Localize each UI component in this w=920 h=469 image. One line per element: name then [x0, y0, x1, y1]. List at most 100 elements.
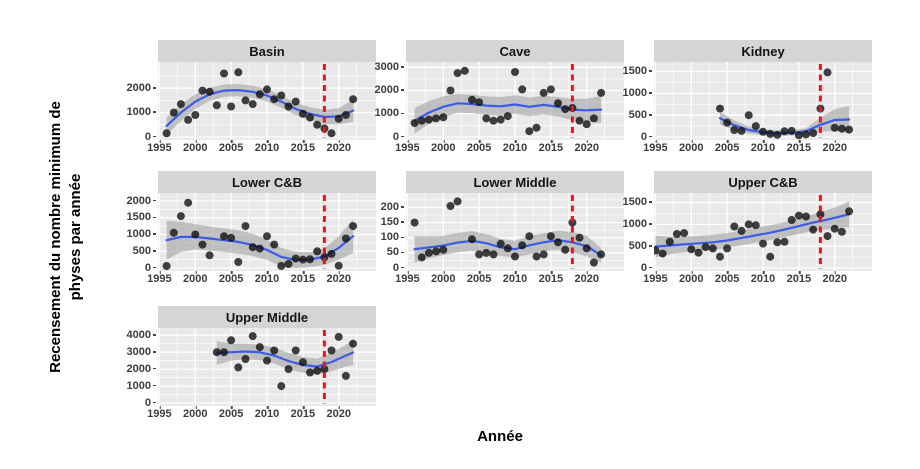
panel-body-lower-c-b: 0 500 1000 1500 2000	[112, 193, 376, 274]
y-tick-label: 0	[641, 131, 652, 143]
data-point	[744, 111, 753, 120]
data-point	[554, 238, 562, 247]
panel-cave: Cave 0 1000 2000 3000 1995 2000 2005 2010 2015 202…	[360, 40, 624, 155]
data-point	[306, 368, 314, 377]
x-tick-label: 2005	[714, 139, 740, 154]
data-point	[241, 222, 250, 231]
x-axis-ticks-basin: 1995 2000 2005 2010 2015 2020	[112, 139, 376, 155]
data-point	[773, 130, 782, 139]
data-point	[212, 101, 221, 110]
plot-area-lower-c-b	[158, 193, 376, 271]
data-point	[220, 348, 228, 357]
data-point	[205, 251, 214, 260]
y-tick-label: 500	[629, 109, 652, 121]
data-point	[248, 100, 257, 109]
panel-body-upper-c-b: 0 500 1000 1500	[608, 193, 872, 274]
data-point	[482, 248, 491, 257]
plot-area-lower-middle	[406, 193, 624, 271]
data-point	[589, 114, 598, 123]
data-point	[708, 244, 717, 253]
data-point	[341, 111, 350, 119]
panel-body-upper-middle: 0 1000 2000 3000 4000	[112, 328, 376, 409]
x-tick-label: 2020	[574, 139, 599, 154]
y-axis-ticks-upper-middle: 0 1000 2000 3000 4000	[112, 328, 158, 409]
data-point	[561, 105, 570, 114]
x-tick-label: 1995	[147, 270, 172, 285]
x-tick-label: 2000	[183, 270, 208, 285]
data-point	[263, 85, 271, 94]
facet-strip-lower-middle: Lower Middle	[406, 171, 624, 193]
x-tick-label: 2005	[466, 270, 492, 285]
data-point	[277, 382, 286, 391]
x-tick-label: 2005	[218, 139, 244, 154]
data-point	[701, 243, 710, 252]
data-point	[270, 240, 279, 249]
data-point	[716, 252, 724, 261]
x-tick-label: 2015	[290, 270, 316, 285]
ci-ribbon	[166, 219, 354, 268]
data-point	[597, 250, 606, 259]
data-point	[845, 207, 854, 216]
data-point	[298, 255, 307, 264]
data-point	[561, 245, 570, 254]
x-axis-ticks-upper-c-b: 1995 2000 2005 2010 2015 2020	[608, 270, 872, 286]
data-point	[291, 97, 300, 106]
data-point	[525, 127, 534, 136]
x-tick-label: 2010	[254, 270, 280, 285]
ci-ribbon	[166, 84, 354, 135]
x-tick-label: 2010	[254, 139, 280, 154]
data-point	[496, 115, 505, 124]
x-tick-label: 2020	[822, 139, 847, 154]
data-point	[489, 250, 498, 259]
x-tick-label: 2000	[679, 139, 704, 154]
y-tick-label: 2000	[375, 84, 404, 96]
data-point	[759, 239, 767, 248]
plot-area-kidney	[654, 62, 872, 140]
panel-basin: Basin 0 1000 2000 1995 2000 2005 2010 2015 2020	[112, 40, 376, 155]
data-point	[794, 211, 803, 220]
smooth-line	[215, 350, 355, 368]
data-point	[694, 248, 703, 257]
data-point	[830, 224, 839, 233]
data-point	[349, 339, 358, 348]
data-point	[794, 131, 803, 140]
x-axis-title: Année	[477, 428, 523, 445]
y-tick-label: 1500	[623, 196, 652, 208]
data-point	[227, 233, 236, 242]
y-tick-label: 500	[629, 240, 652, 252]
panel-lower-middle: Lower Middle 0 50 100 150 200 1995 2000 2005 2010…	[360, 171, 624, 286]
x-tick-label: 2000	[183, 139, 208, 154]
data-point	[672, 230, 681, 238]
data-point	[176, 100, 185, 109]
data-point	[284, 102, 293, 111]
data-point	[220, 69, 228, 78]
data-point	[255, 343, 264, 352]
facet-strip-upper-c-b: Upper C&B	[654, 171, 872, 193]
smooth-line	[654, 213, 851, 248]
data-point	[327, 346, 336, 355]
x-tick-label: 2020	[822, 270, 847, 285]
y-tick-label: 1000	[375, 107, 404, 119]
data-point	[575, 116, 584, 125]
y-tick-label: 4000	[127, 329, 156, 341]
data-point	[349, 95, 358, 104]
y-axis-title: Recensement du nombre minimum de physes p…	[46, 37, 87, 437]
y-tick-label: 1000	[127, 380, 156, 392]
plot-area-upper-c-b	[654, 193, 872, 271]
y-tick-label: 0	[393, 131, 404, 143]
panel-body-lower-middle: 0 50 100 150 200	[360, 193, 624, 274]
data-point	[270, 95, 279, 104]
data-point	[227, 102, 236, 111]
data-point	[816, 210, 825, 219]
data-point	[446, 202, 455, 210]
data-point	[532, 123, 541, 132]
data-point	[320, 365, 329, 374]
x-tick-label: 2015	[290, 139, 316, 154]
y-tick-label: 0	[145, 262, 156, 274]
data-point	[341, 234, 350, 243]
panel-upper-c-b: Upper C&B 0 500 1000 1500 1995 2000 2005 2010 201…	[608, 171, 872, 286]
data-point	[723, 118, 732, 127]
y-tick-label: 150	[381, 216, 404, 228]
x-tick-label: 1995	[643, 139, 668, 154]
data-point	[327, 129, 336, 138]
